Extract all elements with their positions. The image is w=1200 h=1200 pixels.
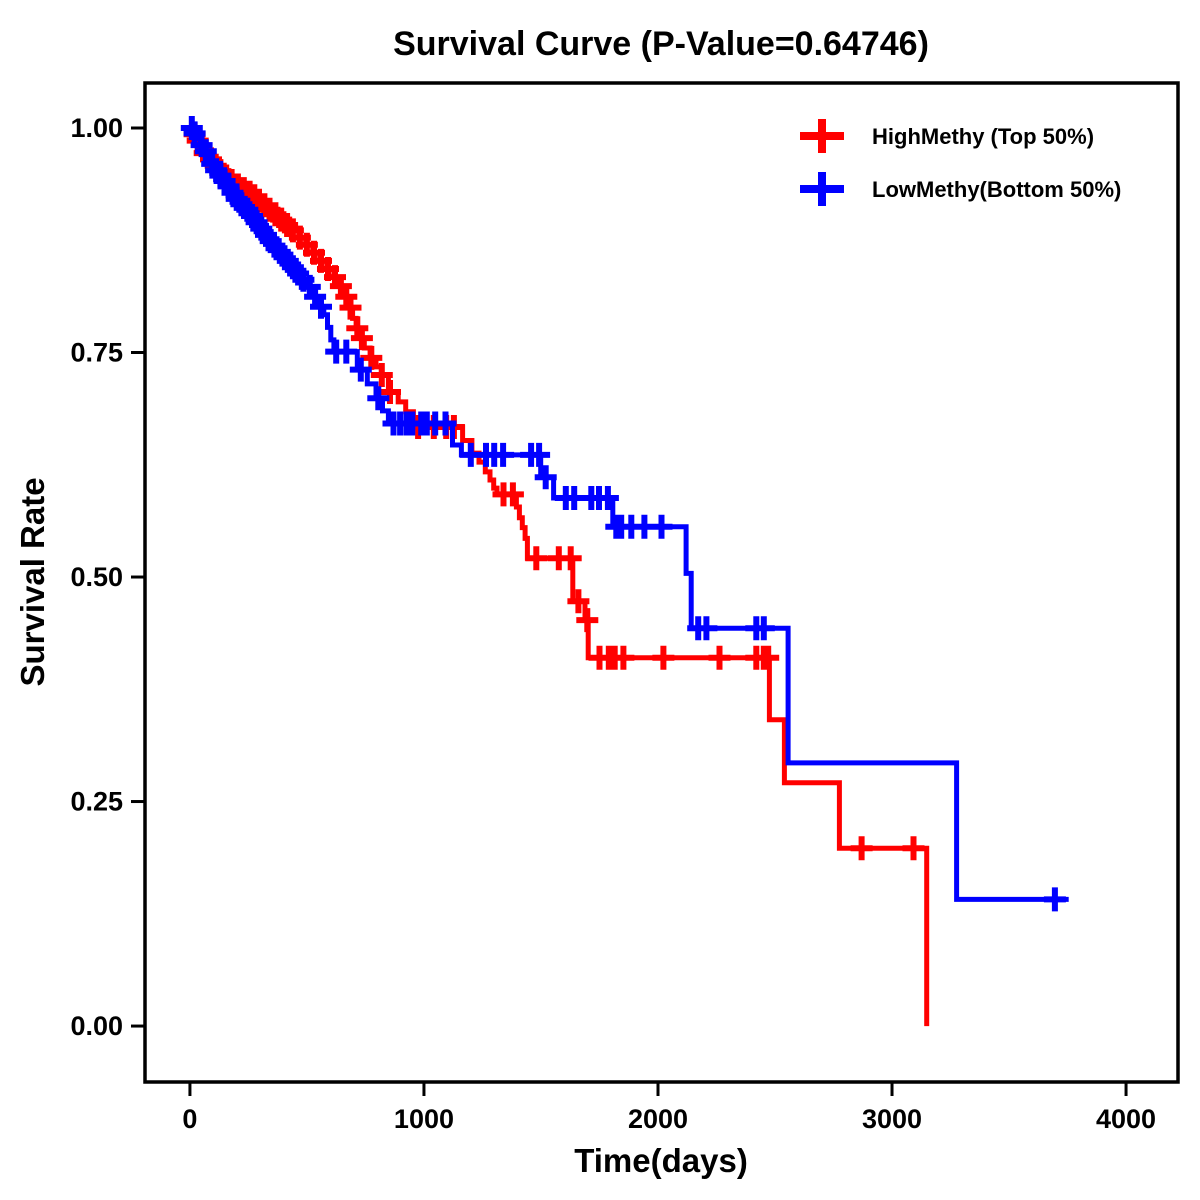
x-tick-label: 3000 [862,1104,922,1134]
y-tick-label: 0.25 [70,787,123,817]
x-axis-label: Time(days) [574,1142,748,1179]
curves [180,116,1069,1027]
plot-frame [143,81,1180,1084]
curve-lowmethy [189,125,1069,902]
x-tick-label: 0 [182,1104,197,1134]
censor-marks-lowmethy [180,116,1066,912]
axis-ticks: 0 1000 2000 3000 4000 0.00 0.25 0.50 0.75 1.00 [70,113,1156,1134]
legend-label-highmethy: HighMethy (Top 50%) [872,124,1094,149]
legend: HighMethy (Top 50%) LowMethy(Bottom 50%) [800,119,1121,206]
legend-label-lowmethy: LowMethy(Bottom 50%) [872,177,1121,202]
x-tick-label: 2000 [628,1104,688,1134]
y-tick-label: 1.00 [70,113,123,143]
legend-marker-lowmethy-plus-icon [800,172,844,206]
legend-marker-highmethy-plus-icon [800,119,844,153]
chart-title: Survival Curve (P-Value=0.64746) [393,25,929,63]
y-tick-label: 0.00 [70,1011,123,1041]
y-tick-label: 0.75 [70,338,123,368]
y-axis-label: Survival Rate [14,477,51,686]
x-tick-label: 1000 [394,1104,454,1134]
x-tick-label: 4000 [1096,1104,1156,1134]
y-tick-label: 0.50 [70,562,123,592]
